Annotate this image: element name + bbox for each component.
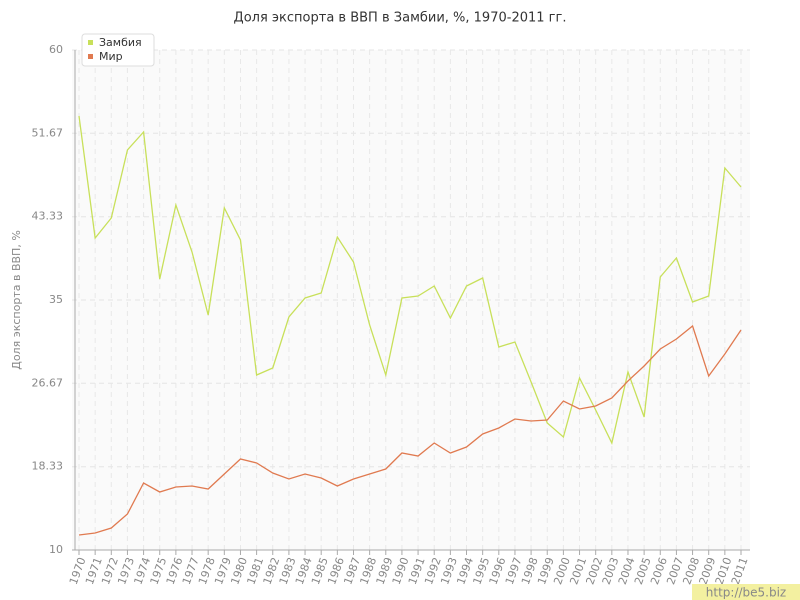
chart-title: Доля экспорта в ВВП в Замбии, %, 1970-20… <box>234 11 567 26</box>
y-tick-label: 35 <box>49 293 63 306</box>
legend-swatch <box>88 40 93 45</box>
y-tick-label: 51.67 <box>32 126 64 139</box>
y-tick-label: 10 <box>49 543 63 556</box>
y-tick-label: 60 <box>49 43 63 56</box>
series-line <box>78 324 742 536</box>
legend-swatch <box>88 54 93 59</box>
y-tick-label: 43.33 <box>32 210 64 223</box>
legend-label: Мир <box>99 50 123 63</box>
y-axis-title: Доля экспорта в ВВП, % <box>10 230 23 370</box>
series-line <box>78 115 742 445</box>
y-tick-label: 18.33 <box>32 460 64 473</box>
legend-box <box>81 33 155 67</box>
watermark-bg <box>692 584 800 600</box>
legend-label: Замбия <box>99 36 142 49</box>
watermark: http://be5.biz <box>706 586 786 600</box>
y-tick-label: 26.67 <box>32 376 64 389</box>
